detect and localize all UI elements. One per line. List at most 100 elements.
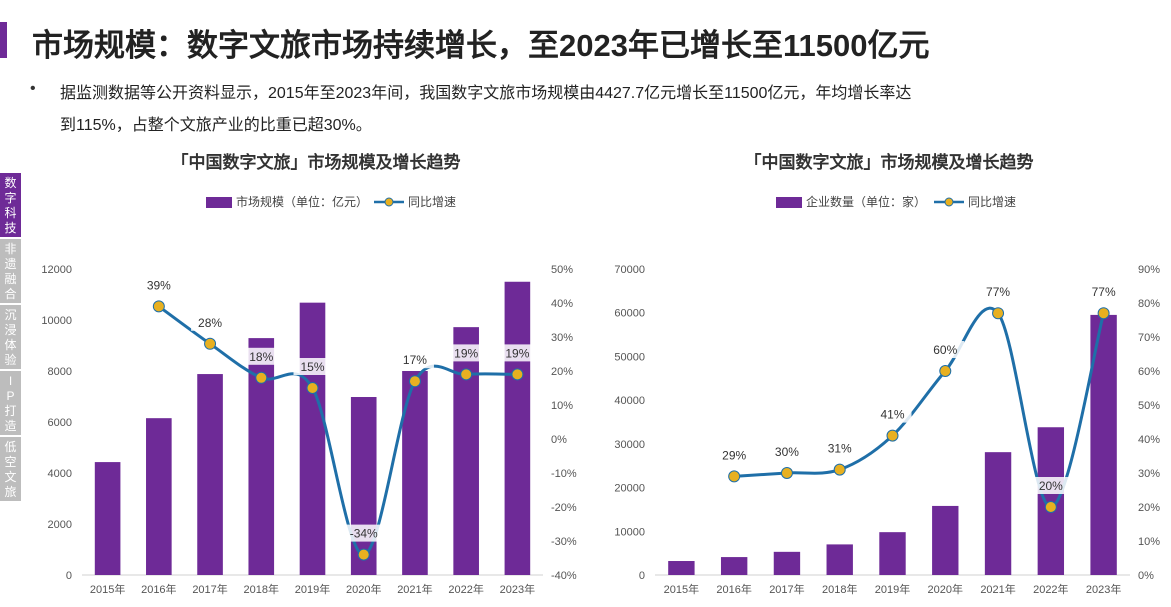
data-label-bg <box>1031 477 1070 494</box>
growth-data-label-5: 41% <box>880 408 904 422</box>
y-left-tick-label: 0 <box>639 570 645 582</box>
y-left-tick-label: 40000 <box>614 395 645 407</box>
data-label-bg <box>873 405 912 423</box>
bar-1 <box>668 561 695 575</box>
page-title: 市场规模：数字文旅市场持续增长，至2023年已增长至11500亿元 <box>32 28 930 63</box>
y-right-tick-label: -30% <box>551 536 577 548</box>
data-label-bg <box>139 276 178 294</box>
growth-marker-2 <box>152 300 165 313</box>
growth-data-label-6: -34% <box>350 527 378 541</box>
growth-data-label-4: 31% <box>828 442 852 456</box>
data-label-bg <box>344 524 383 542</box>
legend-bar-label: 企业数量（单位：家） <box>806 194 926 209</box>
growth-marker-7 <box>408 375 421 388</box>
x-tick-label: 2021年 <box>397 582 432 596</box>
x-tick-label: 2020年 <box>928 582 963 596</box>
summary-line-2: 到115%，占整个文旅产业的比重已超30%。 <box>60 117 372 134</box>
legend-bar-swatch <box>206 197 232 208</box>
bar-3 <box>197 374 223 575</box>
bar-2 <box>720 557 748 575</box>
x-tick-label: 2017年 <box>192 582 227 596</box>
bar-6 <box>932 505 959 575</box>
x-tick-label: 2023年 <box>500 582 535 596</box>
bar-7 <box>984 452 1012 575</box>
growth-marker-6 <box>939 365 952 377</box>
bar-9 <box>504 281 531 575</box>
growth-data-label-9: 19% <box>505 346 529 360</box>
x-tick-label: 2020年 <box>346 582 381 596</box>
side-nav-item-2[interactable]: 非遗融合 <box>0 239 21 303</box>
side-nav-item-1[interactable]: 数字科技 <box>0 173 21 237</box>
data-label-bg <box>498 344 537 362</box>
summary-line-1: 据监测数据等公开资料显示，2015年至2023年间，我国数字文旅市场规模由442… <box>60 85 912 102</box>
y-right-tick-label: 0% <box>551 434 567 446</box>
y-right-tick-label: 20% <box>551 366 573 378</box>
y-right-tick-label: -20% <box>551 502 577 514</box>
data-label-bg <box>191 313 230 331</box>
data-label-bg <box>1084 283 1123 301</box>
data-label-bg <box>979 283 1018 301</box>
y-right-tick-label: 90% <box>1138 264 1160 276</box>
growth-data-label-6: 60% <box>933 343 957 357</box>
chart-title: 「中国数字文旅」市场规模及增长趋势 <box>172 152 461 172</box>
x-tick-label: 2015年 <box>90 582 125 596</box>
y-right-tick-label: 50% <box>551 264 573 276</box>
legend-bar-label: 市场规模（单位：亿元） <box>236 194 368 209</box>
data-label-bg <box>242 347 281 365</box>
y-right-tick-label: -10% <box>551 468 577 480</box>
growth-marker-2 <box>728 470 741 483</box>
growth-data-label-3: 30% <box>775 445 799 459</box>
growth-marker-3 <box>204 337 217 350</box>
growth-marker-7 <box>992 307 1005 320</box>
bar-1 <box>94 462 121 575</box>
legend-line-label: 同比增速 <box>408 195 456 209</box>
data-label-bg <box>447 344 486 362</box>
x-tick-label: 2016年 <box>716 582 751 596</box>
y-left-tick-label: 70000 <box>614 264 645 276</box>
side-nav-item-3[interactable]: 沉浸体验 <box>0 305 21 369</box>
data-label-bg <box>293 358 332 375</box>
data-label-bg <box>395 351 434 369</box>
y-left-tick-label: 10000 <box>41 315 72 327</box>
y-right-tick-label: 40% <box>1138 434 1160 446</box>
x-tick-label: 2023年 <box>1086 582 1121 596</box>
bar-8 <box>453 327 479 575</box>
data-label-bg <box>820 439 859 457</box>
y-right-tick-label: -40% <box>551 570 577 582</box>
data-label-bg <box>767 443 806 460</box>
side-nav-item-5[interactable]: 低空文旅 <box>0 437 21 501</box>
title-accent-bar <box>0 22 7 58</box>
bullet-symbol: • <box>30 80 36 97</box>
y-right-tick-label: 70% <box>1138 332 1160 344</box>
growth-marker-9 <box>1097 307 1110 320</box>
y-right-tick-label: 60% <box>1138 366 1160 378</box>
growth-marker-8 <box>1044 501 1057 513</box>
bar-4 <box>826 544 853 575</box>
x-tick-label: 2022年 <box>448 582 483 596</box>
x-tick-label: 2019年 <box>875 582 910 596</box>
legend-line-label: 同比增速 <box>968 195 1016 209</box>
y-right-tick-label: 30% <box>551 332 573 344</box>
growth-marker-8 <box>460 368 473 381</box>
growth-data-label-4: 18% <box>249 350 273 364</box>
x-tick-label: 2022年 <box>1033 582 1068 596</box>
bar-3 <box>773 551 801 575</box>
data-label-bg <box>715 446 754 464</box>
growth-marker-4 <box>255 371 268 384</box>
y-left-tick-label: 2000 <box>48 519 72 531</box>
legend-line-marker <box>944 197 954 207</box>
y-right-tick-label: 10% <box>1138 536 1160 548</box>
x-tick-label: 2016年 <box>141 582 176 596</box>
legend-bar-swatch <box>776 197 802 208</box>
growth-data-label-5: 15% <box>300 360 324 374</box>
y-left-tick-label: 30000 <box>614 439 645 451</box>
bar-6 <box>350 397 377 575</box>
y-left-tick-label: 10000 <box>614 526 645 538</box>
data-label-bg <box>926 341 965 358</box>
growth-marker-6 <box>357 548 370 561</box>
growth-data-label-7: 17% <box>403 353 427 367</box>
y-left-tick-label: 0 <box>66 570 72 582</box>
